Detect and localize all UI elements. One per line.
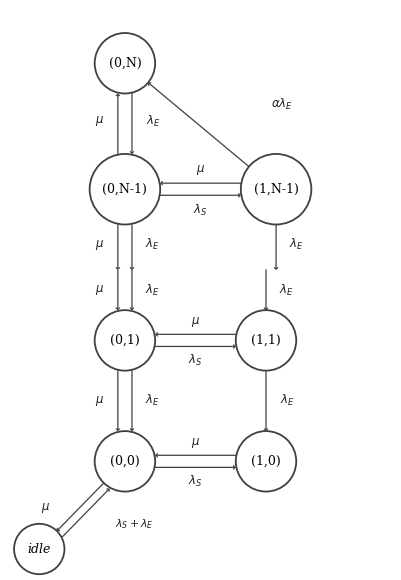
Text: (0,1): (0,1) (110, 334, 140, 347)
Text: (1,N-1): (1,N-1) (254, 183, 298, 195)
Text: $\mu$: $\mu$ (191, 316, 200, 329)
Text: $\lambda_E$: $\lambda_E$ (279, 282, 294, 298)
Text: $\lambda_E$: $\lambda_E$ (145, 237, 160, 252)
Text: $\lambda_S + \lambda_E$: $\lambda_S + \lambda_E$ (115, 517, 154, 531)
Circle shape (95, 431, 155, 492)
Text: $\lambda_S$: $\lambda_S$ (188, 353, 203, 368)
Text: $\lambda_E$: $\lambda_E$ (289, 237, 304, 252)
Text: $\lambda_E$: $\lambda_E$ (145, 282, 160, 298)
Text: $\mu$: $\mu$ (95, 114, 104, 128)
Text: $\lambda_E$: $\lambda_E$ (146, 114, 161, 129)
Text: (0,N): (0,N) (109, 57, 141, 70)
Circle shape (236, 431, 296, 492)
Text: $\alpha\lambda_E$: $\alpha\lambda_E$ (271, 96, 293, 111)
Text: $\mu$: $\mu$ (95, 283, 104, 297)
Circle shape (14, 524, 65, 574)
Text: $\lambda_E$: $\lambda_E$ (280, 393, 295, 408)
Text: $\lambda_S$: $\lambda_S$ (193, 203, 208, 218)
Circle shape (241, 154, 311, 224)
Text: (1,1): (1,1) (251, 334, 281, 347)
Text: (0,N-1): (0,N-1) (103, 183, 147, 195)
Text: idle: idle (28, 542, 51, 556)
Text: $\mu$: $\mu$ (191, 436, 200, 450)
Text: (0,0): (0,0) (110, 455, 140, 468)
Circle shape (90, 154, 160, 224)
Text: $\lambda_S$: $\lambda_S$ (188, 474, 203, 489)
Circle shape (95, 33, 155, 93)
Text: (1,0): (1,0) (251, 455, 281, 468)
Text: $\mu$: $\mu$ (95, 238, 104, 252)
Text: $\mu$: $\mu$ (95, 394, 104, 408)
Text: $\mu$: $\mu$ (196, 163, 205, 177)
Circle shape (95, 310, 155, 371)
Text: $\lambda_E$: $\lambda_E$ (145, 393, 160, 408)
Text: $\mu$: $\mu$ (41, 501, 51, 514)
Circle shape (236, 310, 296, 371)
